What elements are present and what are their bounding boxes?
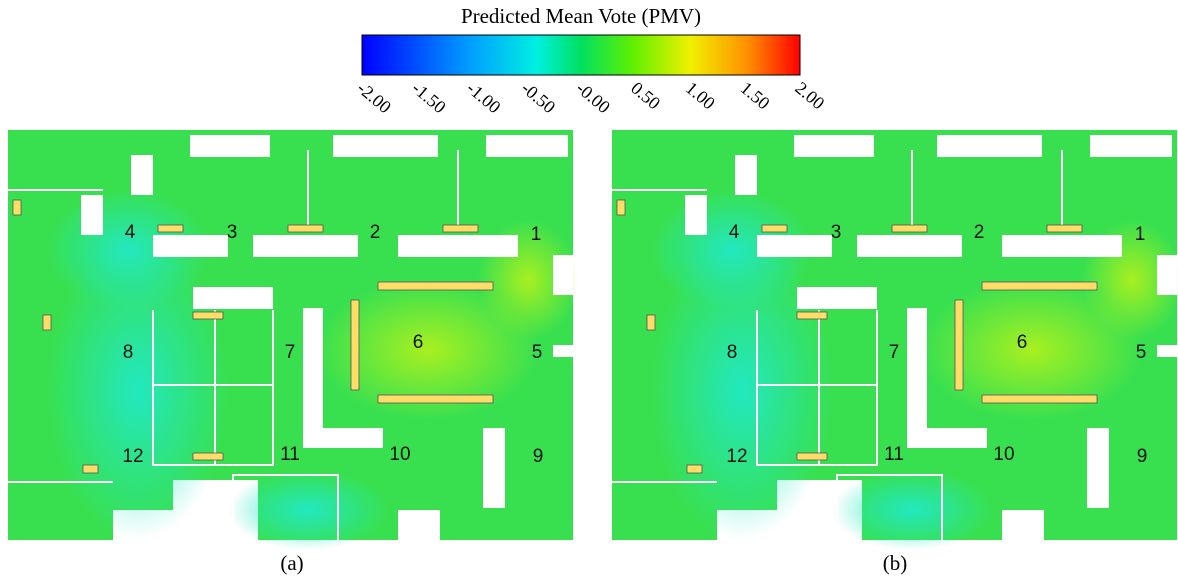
- figure: Predicted Mean Vote (PMV) -2.00 -1.50 -1.0…: [0, 0, 1178, 581]
- room-number: 5: [1136, 342, 1147, 363]
- room-number: 4: [729, 222, 740, 243]
- room-number: 6: [413, 332, 424, 353]
- room-number: 7: [889, 342, 900, 363]
- room-number: 12: [726, 446, 747, 467]
- room-number: 6: [1017, 332, 1028, 353]
- room-number: 4: [125, 222, 136, 243]
- panel-label: (b): [883, 551, 908, 575]
- tick-label: 1.50: [737, 78, 774, 114]
- room-number: 11: [280, 444, 300, 465]
- room-number: 8: [123, 342, 134, 363]
- tick-label: -1.50: [408, 78, 450, 117]
- room-number: 2: [974, 222, 985, 243]
- room-number: 12: [122, 446, 143, 467]
- tick-label: 0.50: [627, 78, 664, 114]
- tick-label: -0.50: [518, 78, 560, 117]
- room-number: 7: [285, 342, 296, 363]
- room-number: 3: [831, 222, 842, 243]
- room-number: 9: [533, 446, 544, 467]
- tick-label: -2.00: [353, 78, 395, 117]
- colorbar-title: Predicted Mean Vote (PMV): [461, 4, 701, 28]
- room-number: 9: [1137, 446, 1148, 467]
- panel-label: (a): [280, 551, 303, 575]
- tick-label: -0.00: [572, 78, 614, 117]
- colorbar: [362, 35, 800, 75]
- room-number: 10: [993, 444, 1014, 465]
- room-number: 1: [531, 224, 542, 245]
- room-number: 2: [370, 222, 381, 243]
- colorbar-ticks: -2.00 -1.50 -1.00 -0.50 -0.00 0.50 1.00 1.50 2.0…: [353, 78, 828, 117]
- tick-label: 2.00: [791, 78, 828, 114]
- room-number: 10: [389, 444, 410, 465]
- tick-label: 1.00: [682, 78, 719, 114]
- room-number: 11: [884, 444, 904, 465]
- room-number: 5: [532, 342, 543, 363]
- room-number: 1: [1135, 224, 1146, 245]
- tick-label: -1.00: [463, 78, 505, 117]
- room-number: 3: [227, 222, 238, 243]
- room-number: 8: [727, 342, 738, 363]
